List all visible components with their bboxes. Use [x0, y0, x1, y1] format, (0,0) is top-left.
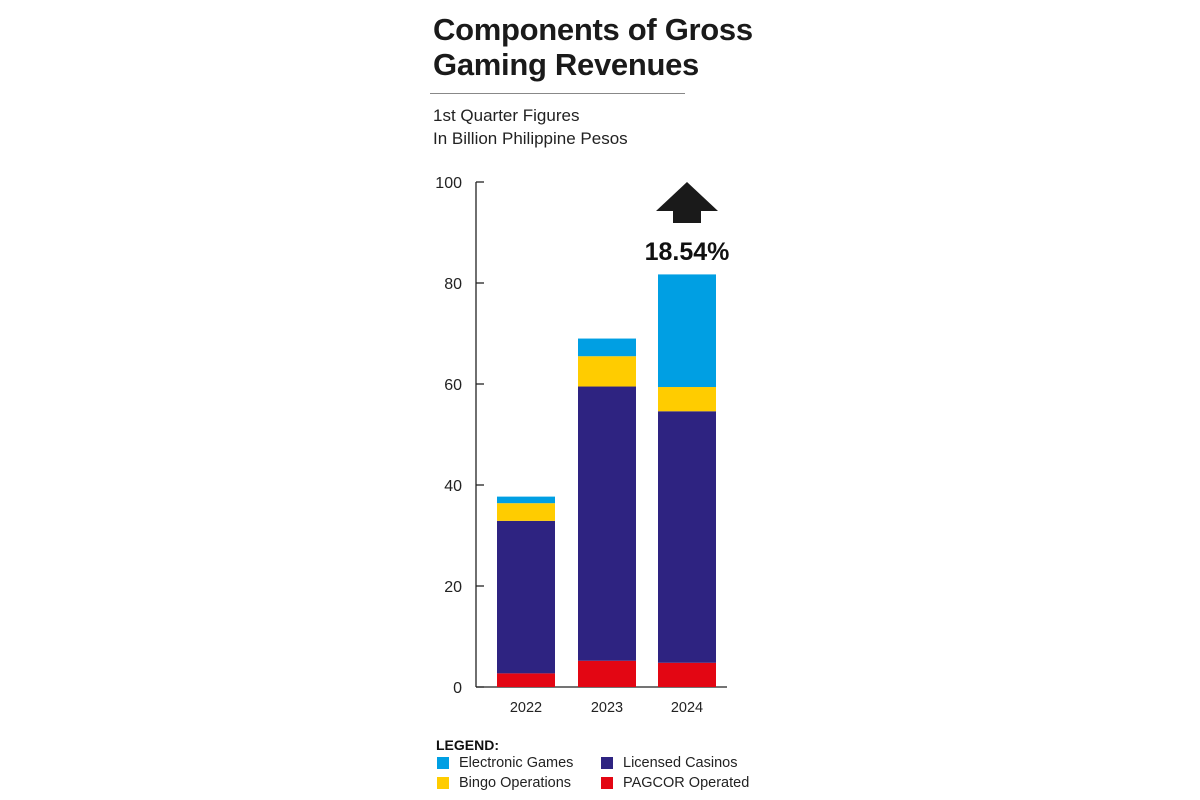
legend-label-pagcor-operated: PAGCOR Operated [623, 775, 750, 791]
bar-2024-bingo-operations [658, 387, 716, 412]
bar-2022-pagcor-operated [497, 673, 555, 687]
x-tick-label-2023: 2023 [591, 700, 623, 716]
up-arrow-icon [656, 182, 718, 223]
bar-2024-electronic-games [658, 274, 716, 388]
legend-item-electronic-games: Electronic Games [437, 755, 573, 771]
legend-swatch-licensed-casinos [601, 757, 613, 769]
bar-2023-bingo-operations [578, 356, 636, 387]
bar-2024-licensed-casinos [658, 411, 716, 663]
legend-swatch-electronic-games [437, 757, 449, 769]
legend-title: LEGEND: [436, 737, 499, 753]
bar-2023-electronic-games [578, 338, 636, 357]
subtitle-line-2: In Billion Philippine Pesos [433, 129, 628, 148]
legend-label-licensed-casinos: Licensed Casinos [623, 755, 738, 771]
y-tick-label-0: 0 [453, 680, 462, 697]
y-tick-label-80: 80 [444, 276, 462, 293]
growth-percentage-label: 18.54% [645, 238, 730, 266]
legend-item-pagcor-operated: PAGCOR Operated [601, 775, 749, 791]
bar-2022-bingo-operations [497, 503, 555, 521]
bar-2022-electronic-games [497, 496, 555, 504]
chart-subtitle: 1st Quarter Figures In Billion Philippin… [433, 104, 628, 150]
chart-title: Components of Gross Gaming Revenues [433, 12, 753, 82]
y-tick-label-20: 20 [444, 579, 462, 596]
legend-swatch-bingo-operations [437, 777, 449, 789]
y-tick-label-100: 100 [435, 175, 462, 192]
bar-2024-pagcor-operated [658, 662, 716, 687]
legend-item-bingo-operations: Bingo Operations [437, 775, 571, 791]
legend-item-licensed-casinos: Licensed Casinos [601, 755, 737, 771]
legend-label-electronic-games: Electronic Games [459, 755, 574, 771]
y-tick-label-60: 60 [444, 377, 462, 394]
y-tick-label-40: 40 [444, 478, 462, 495]
legend-swatch-pagcor-operated [601, 777, 613, 789]
bar-2023-pagcor-operated [578, 660, 636, 687]
subtitle-line-1: 1st Quarter Figures [433, 106, 580, 125]
x-tick-label-2024: 2024 [671, 700, 703, 716]
bar-2022-licensed-casinos [497, 520, 555, 674]
bar-2023-licensed-casinos [578, 386, 636, 661]
legend-label-bingo-operations: Bingo Operations [459, 775, 572, 791]
title-divider [430, 93, 685, 94]
x-tick-label-2022: 2022 [510, 700, 542, 716]
